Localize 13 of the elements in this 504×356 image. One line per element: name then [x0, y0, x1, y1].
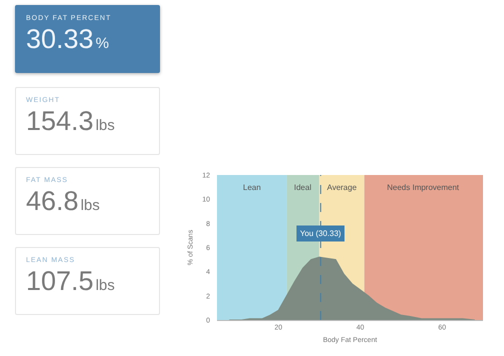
text: % — [96, 35, 109, 52]
text: 107.5 — [26, 266, 94, 296]
band-label: Lean — [243, 183, 261, 192]
band-label: Average — [327, 183, 358, 192]
text: lbs — [80, 197, 100, 214]
band-label: Ideal — [294, 183, 312, 192]
text: 30.33 — [26, 24, 94, 54]
text: lbs — [96, 277, 115, 294]
text: 46.8 — [26, 186, 79, 216]
text: 154.3 — [26, 106, 94, 136]
text: lbs — [96, 117, 115, 134]
ref-line-label: You (30.33) — [300, 229, 342, 238]
band-label: Needs Improvement — [387, 183, 460, 192]
